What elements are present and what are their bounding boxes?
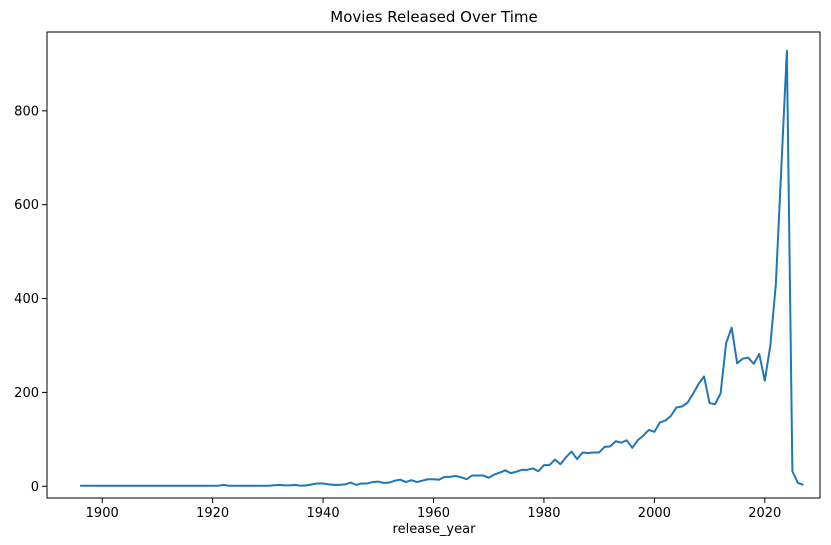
x-tick-label: 1940	[307, 506, 340, 521]
x-tick-label: 1980	[527, 506, 560, 521]
x-axis: 1900 1920 1940 1960 1980 2000 2020	[86, 498, 781, 521]
y-tick-label: 400	[14, 292, 39, 307]
plot-area	[46, 31, 821, 499]
x-tick-label: 1900	[86, 506, 119, 521]
y-tick-label: 0	[31, 480, 39, 495]
series-line	[80, 49, 804, 487]
x-tick-label: 2020	[748, 506, 781, 521]
series-group	[80, 49, 804, 487]
x-tick-label: 1920	[196, 506, 229, 521]
y-tick-label: 200	[14, 386, 39, 401]
x-tick-label: 2000	[638, 506, 671, 521]
y-tick-label: 800	[14, 104, 39, 119]
x-tick-label: 1960	[417, 506, 450, 521]
x-axis-label: release_year	[393, 522, 477, 537]
y-axis: 0 200 400 600 800	[14, 104, 47, 495]
chart-title: Movies Released Over Time	[330, 8, 537, 26]
y-tick-label: 600	[14, 198, 39, 213]
